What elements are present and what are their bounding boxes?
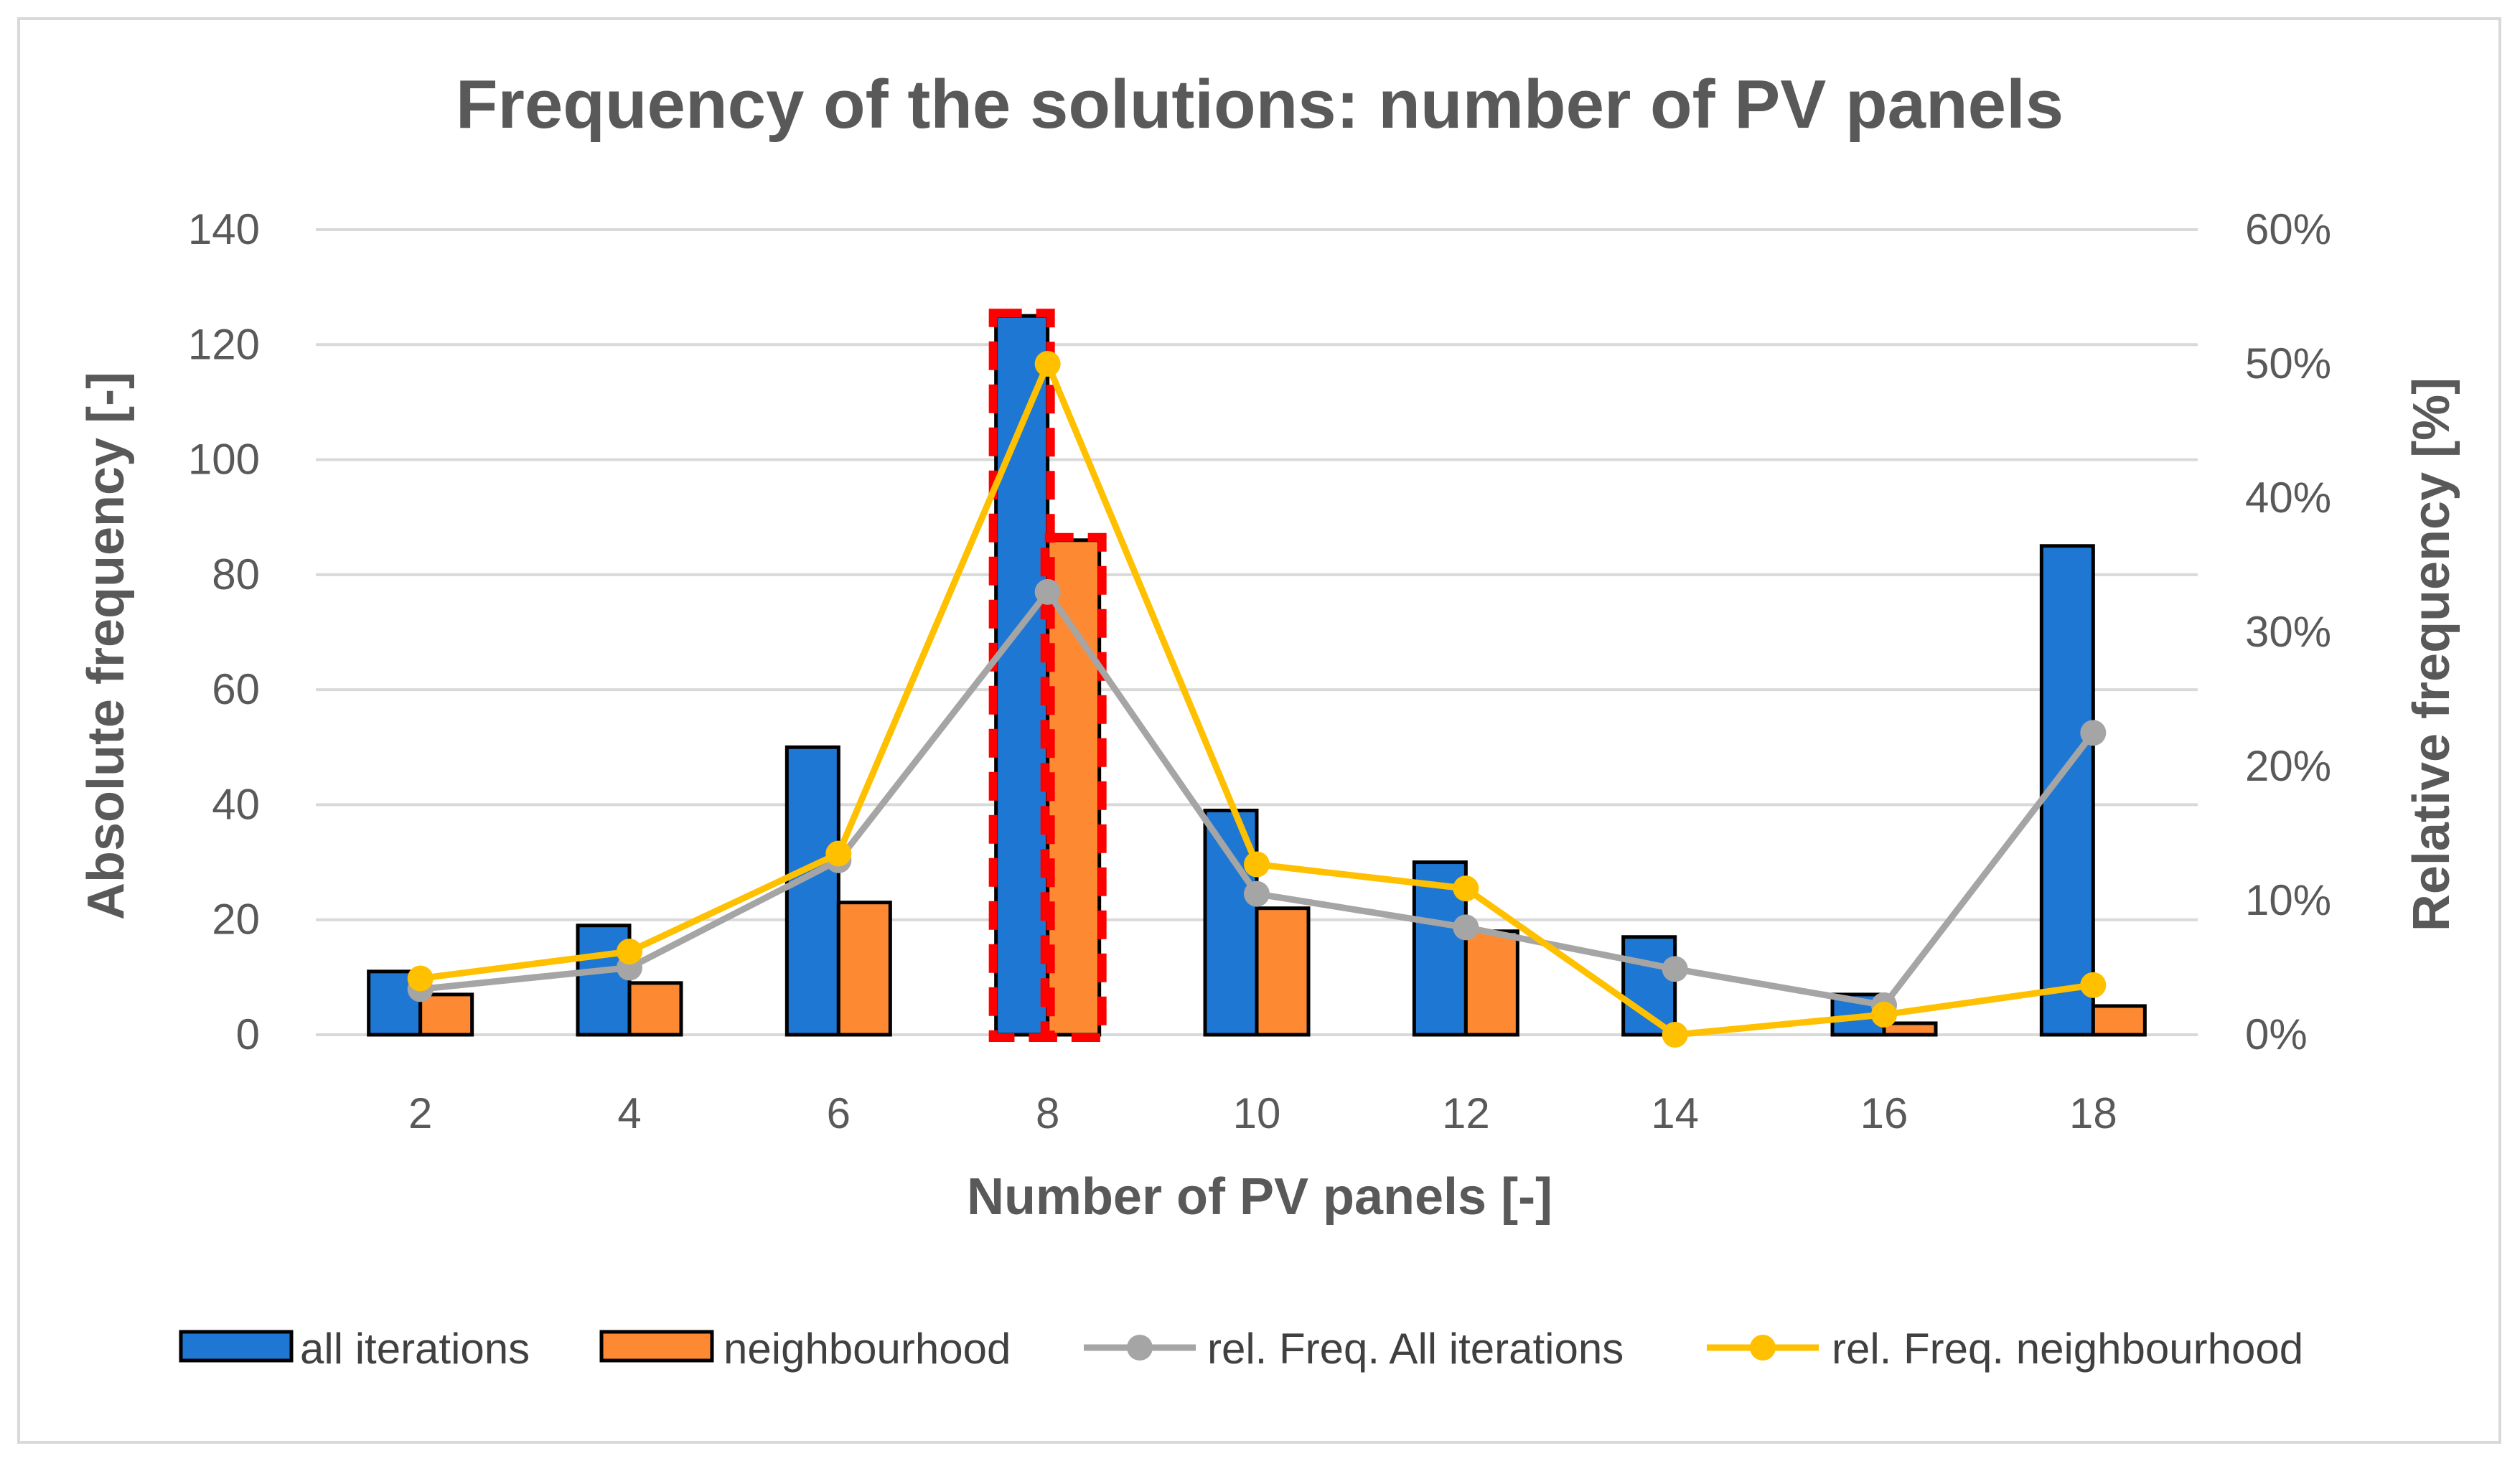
highlight-boxes	[988, 309, 1107, 1042]
line-point	[1662, 1022, 1688, 1048]
y-tick-label: 20	[212, 896, 260, 944]
x-tick-label: 8	[1036, 1089, 1059, 1137]
line-point	[825, 840, 852, 867]
bar	[1882, 1021, 1938, 1037]
line-point	[407, 965, 434, 992]
line-point	[1871, 1001, 1897, 1028]
bars	[367, 314, 2147, 1037]
y2-axis-title: Relative frequency [%]	[2403, 377, 2460, 931]
y2-tick-label: 40%	[2245, 474, 2331, 522]
y2-tick-label: 60%	[2245, 205, 2331, 253]
x-tick-label: 2	[408, 1089, 432, 1137]
right-axis-ticks: 0% 10% 20% 30% 40% 50% 60%	[2245, 205, 2331, 1058]
y2-tick-label: 10%	[2245, 876, 2331, 924]
bar	[784, 745, 840, 1037]
bar	[836, 901, 892, 1037]
legend-swatch	[599, 1330, 714, 1363]
line-point	[1244, 851, 1270, 878]
legend: all iterations neighbourhood rel. Freq. Al…	[179, 1325, 2303, 1373]
y2-tick-label: 20%	[2245, 742, 2331, 790]
legend-label: rel. Freq. All iterations	[1207, 1325, 1624, 1373]
bar	[1412, 860, 1468, 1037]
line-point	[2080, 972, 2107, 998]
x-tick-label: 12	[1442, 1089, 1490, 1137]
legend-marker	[1127, 1335, 1153, 1361]
y-tick-label: 100	[188, 436, 260, 484]
highlight-box	[988, 309, 1055, 1042]
bar	[418, 992, 474, 1037]
line-point	[2080, 720, 2107, 746]
bar	[627, 981, 683, 1037]
bar	[2091, 1004, 2147, 1037]
x-tick-label: 4	[617, 1089, 641, 1137]
line-point	[1453, 914, 1479, 941]
y-tick-label: 80	[212, 550, 260, 598]
y-tick-label: 60	[212, 665, 260, 713]
line-point	[1034, 351, 1061, 377]
y-tick-label: 120	[188, 320, 260, 368]
line-point	[1034, 578, 1061, 605]
bar	[1046, 538, 1102, 1037]
y-tick-label: 40	[212, 780, 260, 828]
bar	[1255, 906, 1311, 1037]
x-axis-ticks: 2 4 6 8 10 12 14 16 18	[408, 1089, 2117, 1137]
y2-tick-label: 30%	[2245, 608, 2331, 656]
left-axis-ticks: 0 20 40 60 80 100 120 140	[188, 205, 260, 1058]
legend-label: all iterations	[300, 1325, 530, 1373]
series-lines	[407, 351, 2107, 1048]
x-tick-label: 16	[1860, 1089, 1908, 1137]
legend-marker	[1750, 1335, 1776, 1361]
x-tick-label: 14	[1651, 1089, 1699, 1137]
chart-title: Frequency of the solutions: number of PV…	[456, 66, 2064, 143]
legend-label: rel. Freq. neighbourhood	[1832, 1325, 2303, 1373]
y-tick-label: 140	[188, 205, 260, 253]
y2-tick-label: 50%	[2245, 339, 2331, 387]
bar	[1463, 929, 1519, 1037]
y2-tick-label: 0%	[2245, 1010, 2308, 1058]
y-tick-label: 0	[236, 1010, 260, 1058]
line-point	[1244, 880, 1270, 907]
legend-label: neighbourhood	[723, 1325, 1011, 1373]
line-point	[1453, 875, 1479, 902]
y-axis-title: Absolute frequency [-]	[78, 372, 135, 920]
highlight-box	[1040, 532, 1107, 1042]
legend-swatch	[179, 1330, 294, 1363]
line-point	[1662, 956, 1688, 982]
line-point	[617, 939, 642, 965]
x-tick-label: 18	[2069, 1089, 2117, 1137]
x-tick-label: 6	[827, 1089, 851, 1137]
x-axis-title: Number of PV panels [-]	[967, 1168, 1552, 1226]
x-tick-label: 10	[1233, 1089, 1281, 1137]
